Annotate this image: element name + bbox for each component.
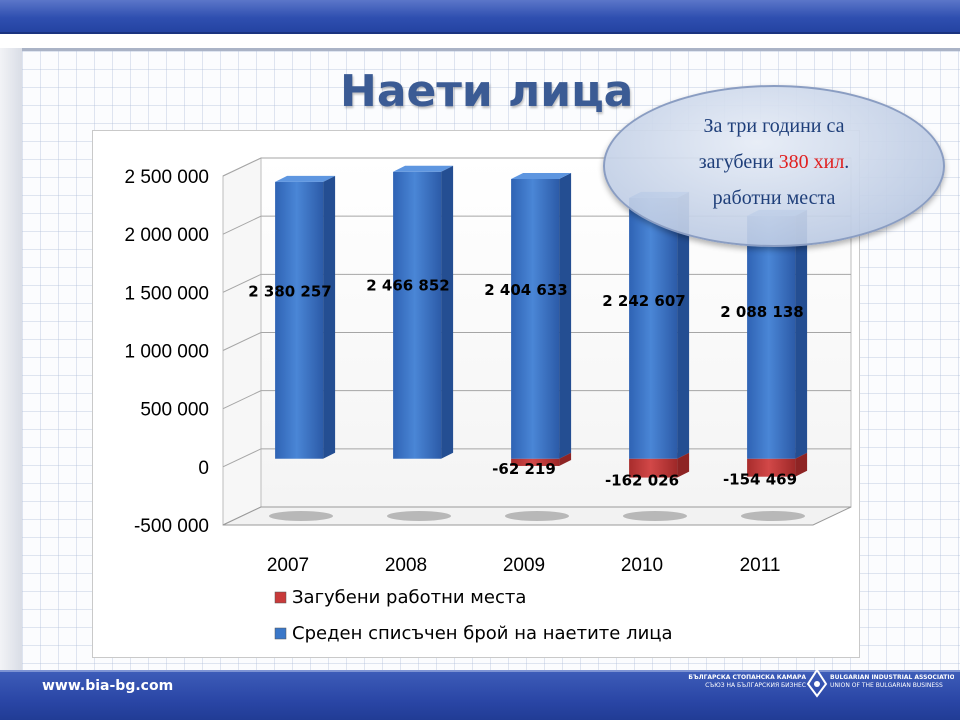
x-tick-label: 2010 — [621, 555, 663, 576]
bar-employed-side — [559, 172, 572, 459]
org-name-bg-main: БЪЛГАРСКА СТОПАНСКА КАМАРА — [688, 674, 806, 681]
org-name-en: BULGARIAN INDUSTRIAL ASSOCIATION UNION O… — [830, 674, 954, 690]
legend-swatch — [274, 627, 287, 640]
bia-logo-icon — [806, 668, 828, 698]
y-tick-label: 1 500 000 — [124, 283, 209, 304]
bar-employed — [511, 172, 572, 459]
y-tick-label: 0 — [198, 458, 209, 479]
bar-shadow — [269, 511, 333, 521]
legend-label: Загубени работни места — [292, 587, 526, 608]
callout-ellipse: За три години са загубени 380 хил. работ… — [603, 85, 945, 247]
y-tick-label: 1 000 000 — [124, 342, 209, 363]
callout-line-1: За три години са — [703, 115, 845, 137]
bar-shadow — [387, 511, 451, 521]
legend-swatch — [274, 591, 287, 604]
chart-floor — [222, 506, 852, 526]
data-label-lost: -162 026 — [605, 472, 679, 490]
bar-employed-front — [511, 178, 560, 459]
data-label-employed: 2 242 607 — [602, 292, 686, 310]
bar-employed-side — [441, 165, 454, 459]
bar-lost-front — [747, 458, 796, 477]
bar-employed-front — [275, 181, 324, 459]
callout-line-2: загубени 380 хил. — [605, 151, 943, 174]
data-label-employed: 2 404 633 — [484, 281, 568, 299]
top-banner — [0, 0, 960, 34]
bar-lost-side — [795, 452, 808, 477]
bar-employed — [393, 165, 454, 459]
x-tick-label: 2007 — [267, 555, 309, 576]
bar-employed-front — [393, 171, 442, 459]
callout-line-2-suffix: . — [844, 151, 850, 173]
y-tick-label: 2 000 000 — [124, 225, 209, 246]
x-axis-ticks: 2007 2008 2009 2010 2011 — [267, 555, 781, 576]
y-tick-label: 500 000 — [140, 400, 209, 421]
chart-legend: Загубени работни места Среден списъчен бр… — [274, 587, 673, 644]
bar-employed — [275, 175, 336, 459]
data-label-employed: 2 088 138 — [720, 303, 804, 321]
bar-employed-top — [393, 165, 454, 172]
bottom-banner — [0, 670, 960, 720]
data-label-lost: -154 469 — [723, 471, 797, 489]
bar-lost-side — [559, 452, 572, 466]
x-tick-label: 2009 — [503, 555, 545, 576]
y-tick-label: -500 000 — [134, 516, 209, 537]
bar-employed-side — [795, 209, 808, 459]
bar-employed — [747, 209, 808, 459]
bar-lost-front — [629, 458, 678, 478]
bar-employed-front — [629, 197, 678, 459]
bar-shadow — [505, 511, 569, 521]
data-label-lost: -62 219 — [492, 460, 556, 478]
bar-shadow — [741, 511, 805, 521]
bar-employed-side — [323, 175, 336, 459]
slide-title: Наети лица — [340, 66, 634, 117]
bar-employed-top — [275, 175, 336, 182]
chart-bars — [275, 165, 808, 478]
callout-highlight: 380 хил — [778, 151, 845, 173]
left-band — [0, 48, 22, 670]
bar-employed-front — [747, 215, 796, 459]
x-tick-label: 2011 — [740, 555, 781, 576]
callout-line-3: работни места — [712, 187, 836, 209]
data-label-employed: 2 466 852 — [366, 277, 450, 295]
bar-employed — [629, 191, 690, 459]
bar-lost-front — [511, 458, 560, 466]
bar-employed-top — [511, 172, 572, 179]
bar-employed-side — [677, 191, 690, 459]
bar-lost-side — [677, 452, 690, 478]
data-label-employed: 2 380 257 — [248, 283, 332, 301]
callout-line-2-prefix: загубени — [698, 151, 779, 173]
legend-label: Среден списъчен брой на наетите лица — [292, 623, 673, 644]
y-axis-ticks: 2 500 000 2 000 000 1 500 000 1 000 000 500 … — [124, 167, 209, 537]
data-labels: 2 380 257 2 466 852 2 404 633 -62 219 2 242 … — [248, 277, 804, 490]
x-tick-label: 2008 — [385, 555, 427, 576]
org-name-en-main: BULGARIAN INDUSTRIAL ASSOCIATION — [830, 674, 954, 681]
org-name-bg-sub: СЪЮЗ НА БЪЛГАРСКИЯ БИЗНЕС — [705, 682, 806, 689]
org-name-en-sub: UNION OF THE BULGARIAN BUSINESS — [830, 682, 943, 689]
bar-shadow — [623, 511, 687, 521]
org-name-bg: БЪЛГАРСКА СТОПАНСКА КАМАРА СЪЮЗ НА БЪЛГА… — [678, 674, 806, 690]
y-tick-label: 2 500 000 — [124, 167, 209, 188]
website-link[interactable]: www.bia-bg.com — [42, 678, 174, 694]
top-divider — [22, 48, 960, 51]
